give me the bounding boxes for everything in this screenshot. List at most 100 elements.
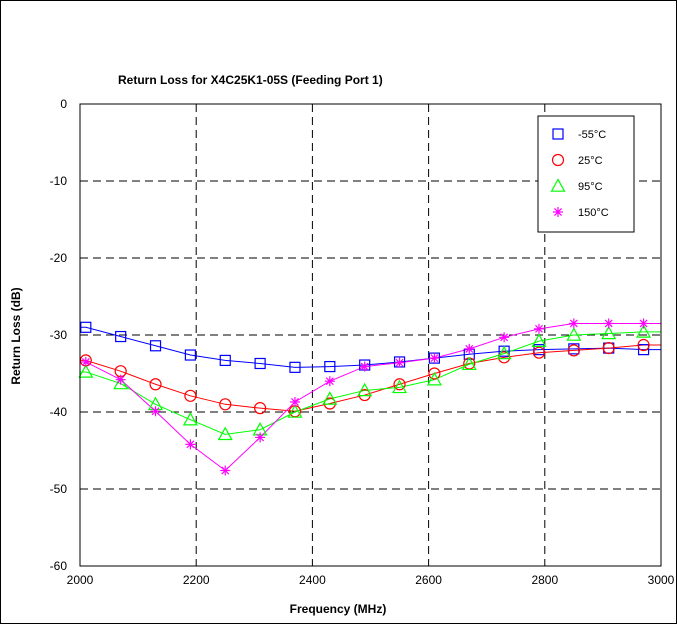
asterisk-stroke [221, 466, 230, 475]
data-point-triangle [601, 325, 617, 340]
legend-label: 25°C [578, 155, 603, 167]
data-point-triangle [357, 382, 373, 397]
data-point-asterisk [289, 396, 300, 407]
legend-item: 95°C [550, 178, 603, 193]
data-point-circle [184, 389, 197, 402]
data-point-asterisk [150, 406, 161, 417]
x-tick-label: 3000 [648, 573, 675, 587]
data-point-circle [219, 398, 232, 411]
data-point-asterisk [80, 356, 91, 367]
data-point-triangle [182, 411, 198, 426]
data-point-asterisk [553, 207, 563, 217]
data-point-asterisk [568, 318, 579, 329]
data-point-circle [637, 338, 650, 352]
data-point-triangle [217, 426, 233, 441]
data-point-triangle [531, 333, 547, 347]
data-point-asterisk [324, 376, 335, 387]
asterisk-stroke [639, 319, 648, 328]
chart-title: Return Loss for X4C25K1-05S (Feeding Por… [118, 73, 383, 87]
data-point-asterisk [359, 361, 370, 372]
asterisk-stroke [395, 358, 404, 367]
data-point-asterisk [533, 323, 544, 334]
data-point-square [254, 357, 266, 370]
data-point-asterisk [220, 465, 231, 476]
y-axis-title: Return Loss (dB) [9, 287, 23, 384]
asterisk-stroke [535, 324, 543, 333]
asterisk-stroke [465, 344, 474, 353]
data-point-triangle [426, 371, 442, 386]
x-tick-label: 2400 [299, 573, 326, 587]
data-point-triangle [392, 379, 408, 394]
y-tick-label: -10 [50, 174, 68, 188]
data-point-square [184, 349, 196, 361]
legend: -55°C 25°C 95°C 150°C [537, 115, 635, 233]
data-point-asterisk [499, 332, 510, 343]
data-point-triangle [78, 364, 94, 378]
data-point-square [219, 354, 231, 367]
data-point-circle [393, 378, 406, 391]
data-point-circle [428, 367, 441, 380]
x-tick-label: 2800 [531, 573, 558, 587]
data-point-square [149, 340, 162, 352]
legend-box [537, 115, 635, 233]
data-point-triangle [461, 356, 477, 371]
data-point-square [115, 330, 127, 343]
series-markers [78, 318, 652, 476]
asterisk-stroke [151, 407, 160, 416]
plot-area-border [79, 103, 662, 567]
data-point-asterisk [185, 439, 196, 450]
asterisk-stroke [360, 362, 369, 371]
tick-labels: 2000 2200 2400 2600 2800 3000 0 -10 -20 -30 -40 -50… [50, 97, 675, 587]
data-point-asterisk [394, 357, 405, 368]
data-point-triangle [287, 404, 303, 418]
asterisk-stroke [500, 333, 509, 342]
legend-item: 150°C [553, 207, 609, 219]
y-tick-label: -50 [50, 482, 68, 496]
data-point-square [80, 321, 92, 333]
x-tick-label: 2600 [415, 573, 442, 587]
y-tick-label: -40 [50, 405, 68, 419]
asterisk-stroke [116, 375, 125, 384]
data-point-triangle [322, 391, 338, 405]
data-point-circle [567, 344, 580, 357]
data-point-asterisk [638, 318, 649, 329]
data-point-triangle [566, 327, 582, 341]
asterisk-stroke [569, 319, 578, 328]
asterisk-stroke [186, 440, 195, 449]
data-point-square [637, 344, 650, 356]
y-tick-label: -20 [50, 251, 68, 265]
data-point-circle [254, 402, 267, 415]
data-point-square [324, 360, 336, 373]
data-point-triangle [496, 345, 512, 360]
data-point-square [289, 361, 301, 373]
data-point-circle [551, 153, 565, 167]
data-point-square [552, 128, 564, 140]
y-tick-label: 0 [60, 97, 67, 111]
x-tick-label: 2000 [67, 573, 94, 587]
series-line-2 [80, 331, 661, 435]
data-point-triangle [550, 178, 566, 192]
y-tick-label: -60 [50, 559, 68, 573]
asterisk-stroke [430, 354, 439, 363]
asterisk-stroke [604, 319, 613, 328]
legend-label: -55°C [578, 129, 606, 141]
data-point-circle [149, 378, 162, 391]
legend-label: 95°C [578, 181, 603, 193]
asterisk-stroke [81, 357, 90, 366]
asterisk-stroke [256, 433, 265, 442]
legend-item: 25°C [551, 153, 603, 167]
x-tick-label: 2200 [183, 573, 210, 587]
asterisk-stroke [325, 377, 334, 386]
legend-item: -55°C [552, 128, 606, 141]
data-point-asterisk [255, 432, 266, 443]
data-point-asterisk [429, 353, 440, 364]
data-point-circle [602, 341, 615, 355]
data-point-asterisk [464, 343, 475, 354]
legend-label: 150°C [578, 207, 609, 219]
y-tick-label: -30 [50, 328, 68, 342]
asterisk-stroke [291, 398, 299, 406]
data-point-asterisk [115, 374, 126, 385]
data-point-triangle [636, 324, 652, 338]
